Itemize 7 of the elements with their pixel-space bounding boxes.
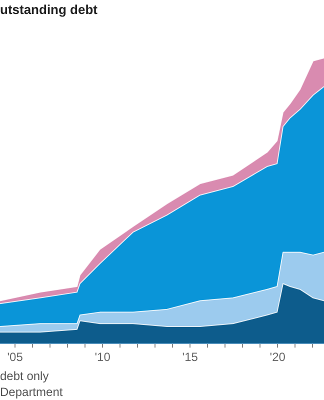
chart-title: utstanding debt bbox=[0, 2, 98, 17]
x-tick-label: '20 bbox=[270, 350, 286, 364]
x-tick-label: '05 bbox=[7, 350, 24, 364]
x-tick-label: '10 bbox=[94, 350, 111, 364]
text: Department bbox=[0, 384, 63, 400]
text: debt only bbox=[0, 368, 50, 384]
x-tick-label: '15 bbox=[182, 350, 198, 364]
